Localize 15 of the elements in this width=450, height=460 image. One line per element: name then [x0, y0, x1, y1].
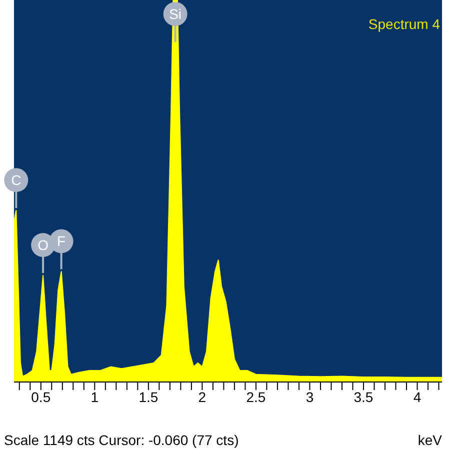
- x-tick-label: 3: [306, 388, 314, 405]
- x-tick-label: 4: [413, 388, 422, 405]
- x-tick-label: 3.5: [354, 388, 374, 405]
- annotation: Si: [169, 6, 182, 22]
- annotation: O: [38, 237, 49, 254]
- x-axis-title: keV: [418, 432, 442, 448]
- annotation: C: [11, 172, 22, 188]
- x-tick-label: 2.5: [246, 388, 266, 405]
- x-tick-label: 1: [90, 388, 99, 405]
- x-tick-label: 1.5: [138, 388, 158, 405]
- x-tick-label: 0.5: [31, 388, 51, 405]
- text: Scale 1149 cts Cursor: -0.060 (77 cts): [4, 432, 239, 448]
- x-tick-label: 2: [198, 388, 206, 405]
- text: Spectrum 4: [368, 16, 440, 32]
- annotation: F: [57, 233, 66, 250]
